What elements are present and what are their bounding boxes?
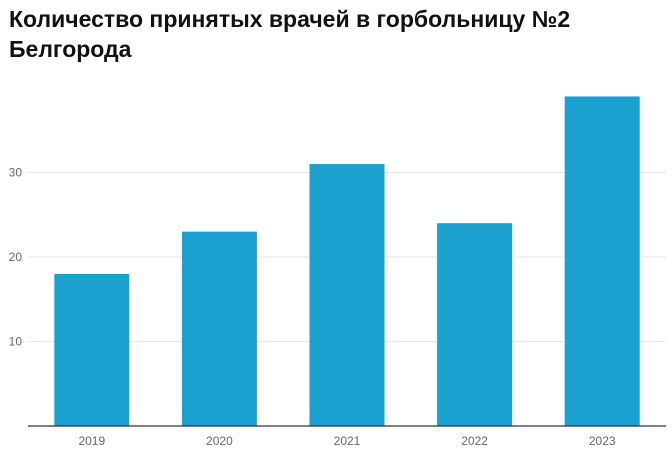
- x-tick-label: 2020: [206, 434, 233, 448]
- y-tick-labels: 10 20 30: [9, 166, 23, 349]
- bar-2020: [181, 231, 257, 426]
- x-tick-label: 2019: [78, 434, 105, 448]
- y-tick-label: 20: [9, 250, 23, 264]
- bar-2019: [54, 273, 130, 426]
- x-tick-label: 2021: [334, 434, 361, 448]
- y-tick-label: 30: [9, 166, 23, 180]
- chart-title: Количество принятых врачей в горбольницу…: [9, 6, 571, 62]
- y-tick-label: 10: [9, 335, 23, 349]
- x-tick-label: 2022: [461, 434, 488, 448]
- bar-2023: [564, 96, 640, 426]
- bar-2021: [309, 164, 385, 427]
- x-tick-label: 2023: [589, 434, 616, 448]
- x-tick-labels: 2019 2020 2021 2022 2023: [78, 434, 615, 448]
- bars: [54, 96, 640, 427]
- bar-2022: [437, 223, 513, 426]
